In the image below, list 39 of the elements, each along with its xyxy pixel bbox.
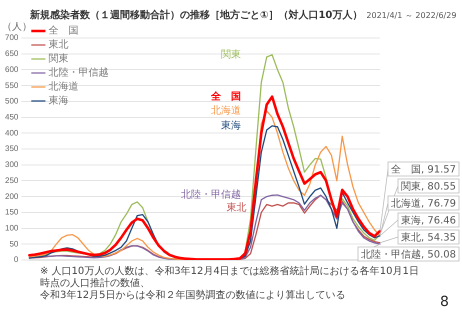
data-label: 関東, 80.55 <box>401 180 456 193</box>
y-tick-label: 250 <box>4 176 19 185</box>
text: 北陸・甲信越 <box>181 190 242 201</box>
y-tick-label: 550 <box>4 80 19 90</box>
y-tick-label: 100 <box>4 223 19 232</box>
legend-label: 全 国 <box>48 24 78 37</box>
y-tick-label: 50 <box>9 239 19 248</box>
text: 東海 <box>221 120 242 132</box>
legend-label: 北陸・甲信越 <box>48 66 108 79</box>
data-label: 東海, 76.46 <box>401 214 456 227</box>
data-label: 北海道, 76.79 <box>391 198 456 210</box>
text: ※ 人口10万人の人数は、令和3年12月4日までは総務省統計局における各年10月1日時点の人口推計の数値、 <box>40 266 420 290</box>
data-label: 北陸・甲信越, 50.08 <box>361 248 456 261</box>
legend-label: 東海 <box>48 94 68 107</box>
text: 関東 <box>221 49 242 60</box>
text: 令和3年12月5日からは令和２年国勢調査の数値により算出している <box>40 290 346 302</box>
text: 北海道 <box>211 106 242 117</box>
y-tick-label: 450 <box>4 112 19 122</box>
y-tick-label: 150 <box>4 208 19 217</box>
y-tick-label: 0 <box>14 255 19 264</box>
y-tick-label: 350 <box>4 144 19 154</box>
legend-label: 関東 <box>48 52 68 65</box>
text: 2021/4/1 ～ 2022/6/29 <box>366 11 456 20</box>
y-tick-label: 500 <box>4 96 19 106</box>
legend-label: 北海道 <box>48 80 78 93</box>
y-tick-label: 300 <box>4 160 19 170</box>
text: 全 国 <box>211 91 242 102</box>
y-tick-label: 600 <box>4 64 19 74</box>
y-tick-label: 400 <box>4 128 19 138</box>
text: 東北 <box>226 202 247 214</box>
data-label: 全 国, 91.57 <box>391 164 456 176</box>
y-tick-label: 200 <box>4 192 19 201</box>
data-label: 東北, 54.35 <box>401 232 456 244</box>
y-tick-label: 700 <box>4 33 19 42</box>
y-axis-title: （人） <box>2 22 32 33</box>
chart-title: 新規感染者数（１週間移動合計）の推移［地方ごと①］（対人口10万人） <box>30 10 362 21</box>
y-tick-label: 650 <box>4 49 19 58</box>
legend-label: 東北 <box>48 38 68 51</box>
text: 8 <box>440 294 449 310</box>
